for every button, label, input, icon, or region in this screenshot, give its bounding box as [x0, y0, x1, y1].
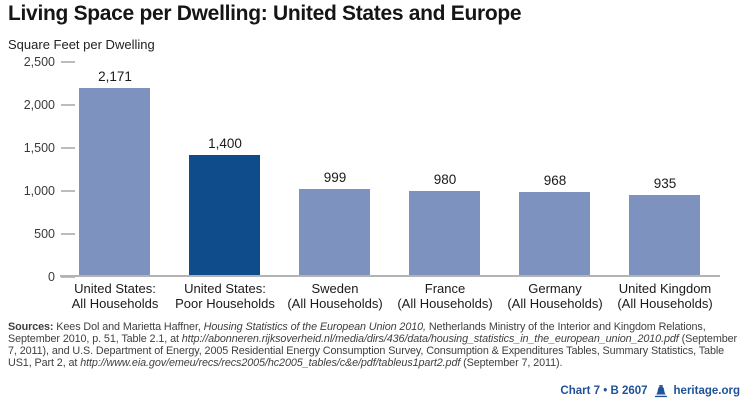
bar-category-label: France (All Households) — [397, 281, 493, 311]
bar — [629, 195, 700, 275]
y-axis-tick-label: 2,000 — [23, 98, 55, 112]
bar — [519, 192, 590, 275]
y-axis-tick — [61, 276, 75, 278]
bar-value-label: 935 — [653, 176, 677, 191]
y-axis-tick-label: 500 — [34, 227, 55, 241]
footer: Chart 7 • B 2607 heritage.org — [560, 383, 740, 399]
bar-value-label: 2,171 — [98, 69, 132, 84]
bar-value-label: 1,400 — [208, 136, 242, 151]
bar-category-label: Germany (All Households) — [507, 281, 603, 311]
y-axis-tick-label: 0 — [48, 270, 55, 284]
bar-column: 980 France (All Households) — [390, 60, 500, 311]
chart-reference: Chart 7 • B 2607 — [560, 385, 648, 397]
y-axis-tick — [61, 233, 75, 235]
y-axis-tick-label: 1,000 — [23, 184, 55, 198]
source-segment: http://abonneren.rijksoverheid.nl/media/… — [181, 333, 679, 346]
y-axis-unit-label: Square Feet per Dwelling — [8, 37, 155, 52]
sources-text: Kees Dol and Marietta Haffner, Housing S… — [8, 321, 737, 369]
bar — [79, 88, 150, 275]
y-axis-tick — [61, 61, 75, 63]
bar-value-label: 980 — [433, 172, 457, 187]
bar-category-label: United States: All Households — [71, 281, 159, 311]
bar-column: 935 United Kingdom (All Households) — [610, 60, 720, 311]
source-segment: Housing Statistics of the European Union… — [203, 321, 426, 333]
bar-value-label: 968 — [543, 173, 567, 188]
source-segment: (September 7, 2011). — [460, 357, 563, 370]
source-segment: Netherlands Ministry of the Interior and… — [8, 321, 706, 346]
page-title: Living Space per Dwelling: United States… — [8, 2, 522, 25]
source-segment: (September 7, 2011), and U.S. Department… — [8, 333, 738, 370]
source-segment: http://www.eia.gov/emeu/recs/recs2005/hc… — [80, 357, 461, 370]
bar — [299, 189, 370, 275]
source-segment: Kees Dol and Marietta Haffner, — [53, 321, 204, 333]
bar-chart: 0 500 1,000 1,500 2,000 2,500 2,171 United Sta… — [0, 55, 750, 311]
bar-column: 999 Sweden (All Households) — [280, 60, 390, 311]
bar-category-label: United Kingdom (All Households) — [617, 281, 713, 311]
sources-note: Sources: Kees Dol and Marietta Haffner, … — [8, 321, 745, 369]
y-axis-tick — [61, 190, 75, 192]
bar — [409, 191, 480, 275]
plot-area: 2,171 United States: All Households 1,400 U… — [60, 60, 720, 311]
bar — [189, 155, 260, 275]
site-link: heritage.org — [673, 385, 740, 397]
y-axis-tick-label: 2,500 — [23, 55, 55, 69]
y-axis-tick — [61, 104, 75, 106]
sources-label: Sources: — [8, 321, 54, 333]
liberty-bell-icon — [654, 384, 667, 397]
y-axis-tick — [61, 147, 75, 149]
y-axis-tick-label: 1,500 — [23, 141, 55, 155]
bar-column: 2,171 United States: All Households — [60, 60, 170, 311]
bar-category-label: United States: Poor Households — [175, 281, 275, 311]
bar-column: 1,400 United States: Poor Households — [170, 60, 280, 311]
bar-column: 968 Germany (All Households) — [500, 60, 610, 311]
bar-value-label: 999 — [323, 170, 347, 185]
bar-category-label: Sweden (All Households) — [287, 281, 383, 311]
